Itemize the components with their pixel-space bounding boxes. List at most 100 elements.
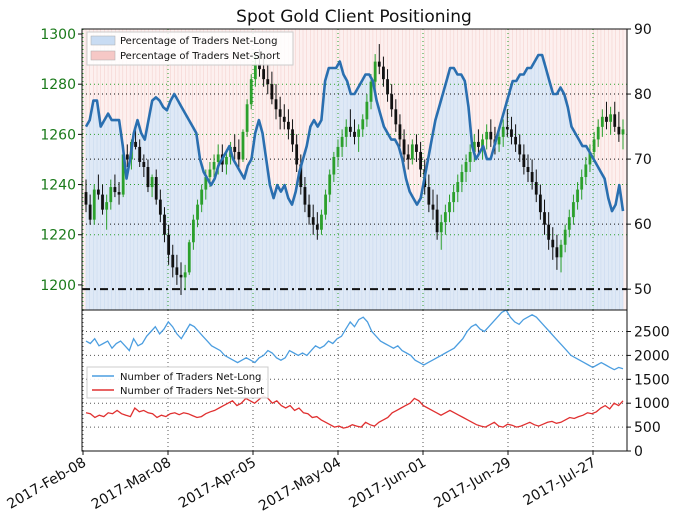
candle-body xyxy=(138,146,142,162)
legend-bottom-label: Number of Traders Net-Long xyxy=(120,372,261,383)
candle-body xyxy=(468,151,472,162)
price-tick-label: 1240 xyxy=(40,178,76,194)
candle-body xyxy=(427,187,431,205)
candle-body xyxy=(196,204,199,220)
legend-top-label: Percentage of Traders Net-Short xyxy=(120,51,280,62)
candle-body xyxy=(551,239,555,248)
candle-body xyxy=(125,154,129,160)
candle-body xyxy=(212,161,216,170)
candle-body xyxy=(369,81,373,102)
candle-body xyxy=(522,154,526,167)
candle-body xyxy=(237,151,241,160)
count-tick-label: 2500 xyxy=(634,325,670,341)
candle-body xyxy=(274,99,278,110)
candle-body xyxy=(225,156,228,165)
candle-body xyxy=(377,61,381,67)
candle-body xyxy=(547,224,551,240)
candle-body xyxy=(543,212,546,225)
candle-body xyxy=(489,131,493,140)
candle-body xyxy=(278,109,282,117)
candle-body xyxy=(150,177,154,188)
candle-body xyxy=(315,224,319,230)
legend-top: Percentage of Traders Net-Long Percentage… xyxy=(86,31,294,66)
candle-body xyxy=(245,104,249,132)
pct-tick-label: 70 xyxy=(634,152,652,168)
price-tick-label: 1300 xyxy=(40,27,76,43)
count-tick-label: 0 xyxy=(634,444,643,460)
candle-body xyxy=(472,141,476,152)
pct-tick-label: 90 xyxy=(634,22,652,38)
candle-body xyxy=(311,217,315,225)
candle-body xyxy=(282,116,286,122)
candle-body xyxy=(481,139,484,147)
candle-body xyxy=(485,131,489,140)
candle-body xyxy=(158,199,162,215)
candle-body xyxy=(361,119,365,130)
legend-top-label: Percentage of Traders Net-Long xyxy=(120,36,278,47)
candle-body xyxy=(464,161,468,173)
candle-body xyxy=(584,164,588,178)
candle-body xyxy=(353,131,356,137)
pct-tick-label: 50 xyxy=(634,282,652,298)
candle-body xyxy=(336,146,340,157)
pct-tick-label: 80 xyxy=(634,87,652,103)
candle-body xyxy=(510,129,513,137)
x-tick-label: 2017-Apr-05 xyxy=(176,455,259,512)
candle-body xyxy=(340,136,344,147)
candle-body xyxy=(163,214,166,235)
candle-body xyxy=(617,126,621,135)
pct-tick-label: 60 xyxy=(634,217,652,233)
candle-body xyxy=(328,174,332,195)
candle-body xyxy=(538,194,542,213)
count-tick-label: 1500 xyxy=(634,372,670,388)
candle-body xyxy=(373,61,377,82)
candle-body xyxy=(613,114,617,127)
bottom-panel-frame xyxy=(81,309,628,452)
candle-body xyxy=(154,177,158,200)
candle-body xyxy=(390,94,394,110)
candle-body xyxy=(258,64,261,70)
candle-body xyxy=(443,212,447,223)
candle-body xyxy=(398,124,402,140)
candle-body xyxy=(555,247,559,258)
candle-body xyxy=(410,144,414,160)
candle-body xyxy=(530,172,534,183)
candle-body xyxy=(200,189,204,205)
candle-body xyxy=(287,121,290,130)
candle-body xyxy=(88,204,92,220)
candle-body xyxy=(92,189,96,220)
candle-body xyxy=(592,139,596,152)
chart-title: Spot Gold Client Positioning xyxy=(236,7,472,27)
candle-body xyxy=(621,129,625,135)
price-tick-label: 1200 xyxy=(40,278,76,294)
candle-body xyxy=(563,229,567,245)
candle-body xyxy=(249,79,253,105)
candle-body xyxy=(580,177,584,190)
candle-body xyxy=(241,131,245,160)
candle-body xyxy=(171,254,175,268)
candle-body xyxy=(121,154,125,195)
candle-body xyxy=(295,144,299,165)
candle-body xyxy=(101,194,104,210)
candle-body xyxy=(142,161,146,167)
candle-body xyxy=(192,219,195,243)
count-net-short-line xyxy=(85,395,624,429)
candle-body xyxy=(452,192,456,203)
candle-body xyxy=(600,116,604,127)
candle-body xyxy=(348,126,352,132)
candle-body xyxy=(117,192,121,195)
candle-body xyxy=(187,242,191,273)
candle-body xyxy=(567,217,571,230)
candle-body xyxy=(266,79,270,85)
legend-top-box xyxy=(86,31,294,66)
candle-body xyxy=(456,182,460,193)
candle-body xyxy=(262,69,266,80)
candle-body xyxy=(109,187,113,203)
legend-top-swatch xyxy=(90,50,116,61)
candle-body xyxy=(505,126,509,130)
candle-body xyxy=(514,136,517,145)
candle-body xyxy=(270,84,274,100)
candle-body xyxy=(588,151,592,165)
